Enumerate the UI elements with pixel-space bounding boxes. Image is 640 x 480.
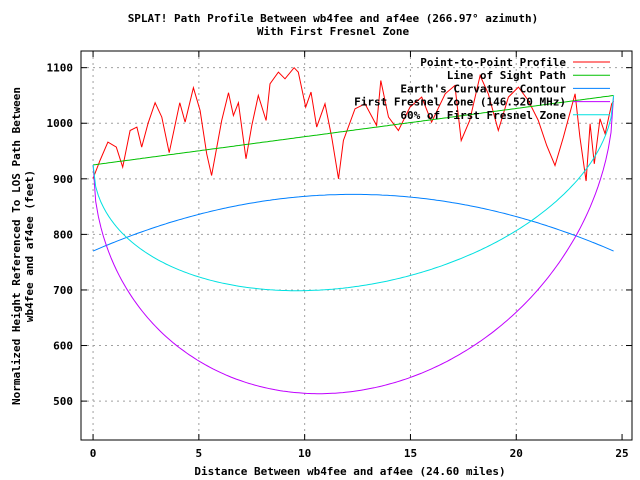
y-tick-label: 900 <box>53 173 73 186</box>
y-tick-label: 800 <box>53 228 73 241</box>
fresnel-zone-line <box>92 95 615 395</box>
legend-label: Line of Sight Path <box>447 69 566 82</box>
x-tick-label: 25 <box>615 447 628 460</box>
x-tick-label: 10 <box>298 447 311 460</box>
y-tick-label: 700 <box>53 284 73 297</box>
y-axis-label-line1: Normalized Height Referenced To LOS Path… <box>10 87 23 405</box>
legend-label: 60% of First Fresnel Zone <box>400 109 566 122</box>
axis-ticks: 0 5 10 15 20 25 500 600 700 800 900 1000 1100 <box>47 51 632 460</box>
y-tick-label: 600 <box>53 340 73 353</box>
y-axis-label-line2: wb4fee and af4ee (feet) <box>23 170 36 322</box>
x-tick-label: 20 <box>510 447 523 460</box>
y-tick-label: 500 <box>53 395 73 408</box>
line-of-sight-line <box>93 95 614 166</box>
fresnel-60-line <box>92 95 615 292</box>
plot-frame <box>80 50 633 441</box>
series-lines <box>92 66 615 395</box>
x-tick-label: 15 <box>404 447 417 460</box>
x-tick-label: 0 <box>90 447 97 460</box>
earth-curvature-line <box>92 193 614 252</box>
grid <box>81 51 632 440</box>
x-tick-label: 5 <box>196 447 203 460</box>
x-axis-label: Distance Between wb4fee and af4ee (24.60… <box>194 465 505 478</box>
y-tick-label: 1100 <box>47 62 74 75</box>
legend-label: First Fresnel Zone (146.520 MHz) <box>354 96 566 109</box>
chart-title: SPLAT! Path Profile Between wb4fee and a… <box>128 12 539 25</box>
terrain-profile-line <box>92 66 615 182</box>
y-tick-label: 1000 <box>47 117 74 130</box>
legend-label: Point-to-Point Profile <box>420 56 566 69</box>
legend-label: Earth's Curvature Contour <box>400 82 566 95</box>
chart-subtitle: With First Fresnel Zone <box>257 25 410 38</box>
